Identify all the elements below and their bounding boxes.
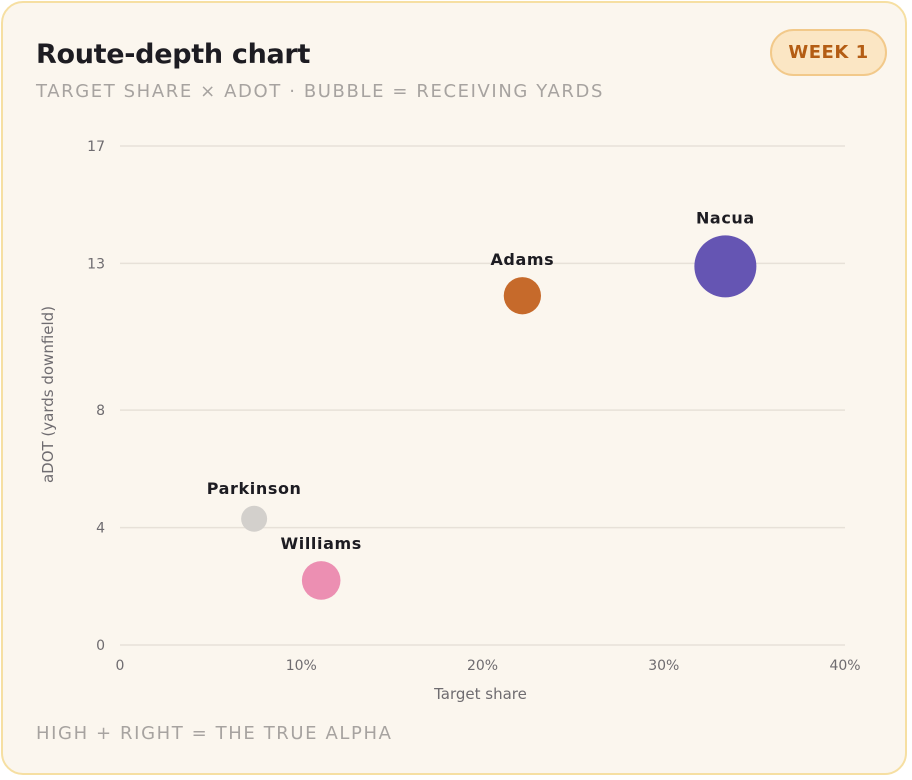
bubble-label-williams: Williams [280,534,361,553]
x-tick-label: 20% [467,658,498,674]
x-tick-label: 10% [286,658,317,674]
bubble-label-adams: Adams [490,250,554,269]
y-tick-label: 17 [87,139,105,155]
bubble-adams [503,277,541,315]
x-axis-label: Target share [433,685,527,703]
page-title: Route-depth chart [36,39,311,70]
footer-note: HIGH + RIGHT = THE TRUE ALPHA [36,723,393,744]
chart-subtitle: TARGET SHARE × ADOT · BUBBLE = RECEIVING… [36,81,604,102]
bubble-nacua [694,235,757,298]
bubble-label-parkinson: Parkinson [207,479,302,498]
bubble-williams [301,561,341,600]
x-tick-label: 0 [116,658,125,674]
y-tick-label: 0 [96,638,105,654]
y-axis-label: aDOT (yards downfield) [39,306,57,483]
bubble-label-nacua: Nacua [696,208,755,227]
y-tick-label: 13 [87,256,105,272]
x-tick-label: 40% [829,658,860,674]
bubble-parkinson [241,505,268,532]
y-tick-label: 8 [96,403,105,419]
y-tick-label: 4 [96,521,105,537]
week-badge[interactable]: WEEK 1 [770,29,887,76]
x-tick-label: 30% [648,658,679,674]
